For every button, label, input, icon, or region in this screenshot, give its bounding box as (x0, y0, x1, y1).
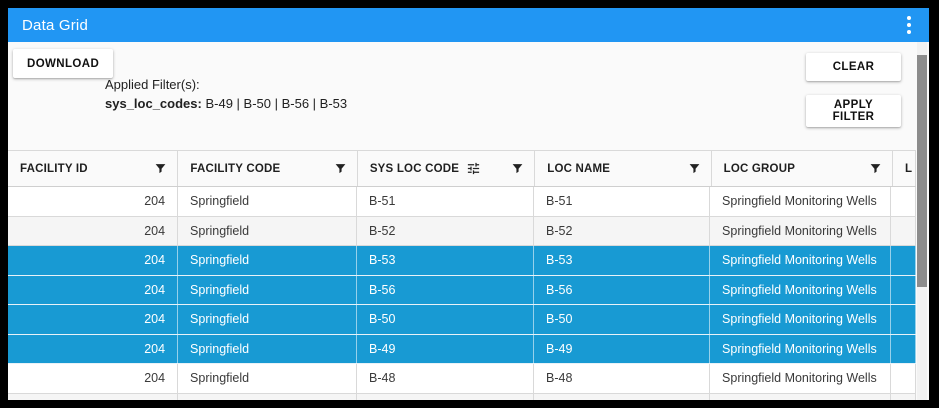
table-cell: Springfield (178, 275, 358, 304)
table-cell: B-48 (357, 364, 535, 393)
app-title: Data Grid (22, 16, 88, 34)
column-header-label: L (905, 162, 913, 175)
table-cell: B-56 (357, 275, 535, 304)
filter-funnel-icon[interactable] (154, 162, 167, 175)
table-cell (534, 393, 711, 400)
table-cell: Springfield Monitoring Wells (710, 246, 891, 275)
table-cell (891, 275, 916, 304)
column-header-label: FACILITY ID (20, 162, 88, 175)
tune-icon[interactable] (466, 161, 481, 176)
column-header-sys-loc-code[interactable]: SYS LOC CODE (357, 151, 536, 186)
table-row[interactable]: 204 Springfield B-50 B-50 Springfield Monito… (8, 305, 916, 335)
table-cell: B-51 (534, 187, 711, 216)
applied-filters-label: Applied Filter(s): (105, 77, 200, 92)
table-row[interactable]: 204 Springfield B-51 B-51 Springfield Monito… (8, 187, 916, 217)
content-area: DOWNLOAD Applied Filter(s): sys_loc_code… (8, 42, 929, 400)
vertical-scrollbar-track[interactable] (917, 42, 927, 400)
column-header-facility-id[interactable]: FACILITY ID (8, 151, 179, 186)
table-row[interactable] (8, 393, 916, 400)
table-cell: B-50 (357, 305, 535, 334)
filter-funnel-icon[interactable] (869, 162, 882, 175)
filter-funnel-icon[interactable] (688, 162, 701, 175)
apply-filter-button[interactable]: APPLY FILTER (806, 95, 901, 127)
column-header-loc-group[interactable]: LOC GROUP (711, 151, 894, 186)
filter-field-name: sys_loc_codes: (105, 96, 202, 111)
filter-funnel-icon[interactable] (334, 162, 347, 175)
table-row[interactable]: 204 Springfield B-48 B-48 Springfield Monito… (8, 364, 916, 394)
vertical-scrollbar-thumb[interactable] (917, 55, 927, 287)
table-cell: B-56 (534, 275, 711, 304)
table-cell: B-48 (534, 364, 711, 393)
table-cell: B-49 (357, 334, 535, 363)
table-cell: 204 (8, 275, 179, 304)
table-cell: Springfield (178, 364, 358, 393)
table-cell: Springfield (178, 187, 358, 216)
data-grid-table: FACILITY ID FACILITY CODE SYS LOC CODE LOC … (8, 150, 916, 400)
data-grid-window: Data Grid DOWNLOAD Applied Filter(s): sy… (8, 8, 929, 400)
table-cell: 204 (8, 187, 179, 216)
table-row[interactable]: 204 Springfield B-53 B-53 Springfield Monito… (8, 246, 916, 276)
table-cell: Springfield Monitoring Wells (710, 305, 891, 334)
table-cell (891, 246, 916, 275)
table-cell: Springfield (178, 305, 358, 334)
download-button[interactable]: DOWNLOAD (13, 49, 114, 78)
kebab-menu-icon[interactable] (901, 12, 917, 38)
table-cell (178, 393, 358, 400)
table-cell: B-51 (357, 187, 535, 216)
column-header-loc-name[interactable]: LOC NAME (535, 151, 712, 186)
column-header-label: FACILITY CODE (190, 162, 281, 175)
table-cell: B-52 (534, 216, 711, 245)
table-cell: Springfield (178, 334, 358, 363)
table-row[interactable]: 204 Springfield B-49 B-49 Springfield Monito… (8, 334, 916, 364)
table-header-row: FACILITY ID FACILITY CODE SYS LOC CODE LOC … (8, 151, 916, 187)
table-cell: Springfield (178, 216, 358, 245)
table-cell: Springfield Monitoring Wells (710, 275, 891, 304)
table-cell: B-53 (357, 246, 535, 275)
table-cell (891, 364, 916, 393)
table-cell (891, 334, 916, 363)
table-cell (891, 187, 916, 216)
applied-filters: Applied Filter(s): sys_loc_codes: B-49 |… (105, 75, 347, 113)
column-header-label: LOC GROUP (723, 162, 796, 175)
column-header-label: LOC NAME (547, 162, 611, 175)
table-cell (891, 305, 916, 334)
table-cell: 204 (8, 216, 179, 245)
table-cell (891, 393, 916, 400)
table-cell (357, 393, 535, 400)
table-cell (710, 393, 891, 400)
clear-button[interactable]: CLEAR (806, 53, 901, 81)
filter-funnel-icon[interactable] (511, 162, 524, 175)
table-cell: Springfield (178, 246, 358, 275)
table-cell: 204 (8, 246, 179, 275)
column-header-facility-code[interactable]: FACILITY CODE (178, 151, 358, 186)
table-cell: Springfield Monitoring Wells (710, 364, 891, 393)
table-cell: B-49 (534, 334, 711, 363)
table-cell: B-52 (357, 216, 535, 245)
column-header-label: SYS LOC CODE (369, 162, 460, 175)
table-cell: Springfield Monitoring Wells (710, 334, 891, 363)
table-cell: B-53 (534, 246, 711, 275)
column-header-l[interactable]: L (893, 151, 916, 186)
table-cell: Springfield Monitoring Wells (710, 216, 891, 245)
filter-field-value: B-49 | B-50 | B-56 | B-53 (205, 96, 348, 111)
table-row[interactable]: 204 Springfield B-52 B-52 Springfield Monito… (8, 216, 916, 246)
applied-filter-entry: sys_loc_codes: B-49 | B-50 | B-56 | B-53 (105, 94, 347, 113)
table-cell (8, 393, 179, 400)
app-titlebar: Data Grid (8, 8, 929, 42)
table-cell: B-50 (534, 305, 711, 334)
table-cell: Springfield Monitoring Wells (710, 187, 891, 216)
table-cell: 204 (8, 334, 179, 363)
table-cell: 204 (8, 305, 179, 334)
table-row[interactable]: 204 Springfield B-56 B-56 Springfield Monito… (8, 275, 916, 305)
table-cell: 204 (8, 364, 179, 393)
table-cell (891, 216, 916, 245)
